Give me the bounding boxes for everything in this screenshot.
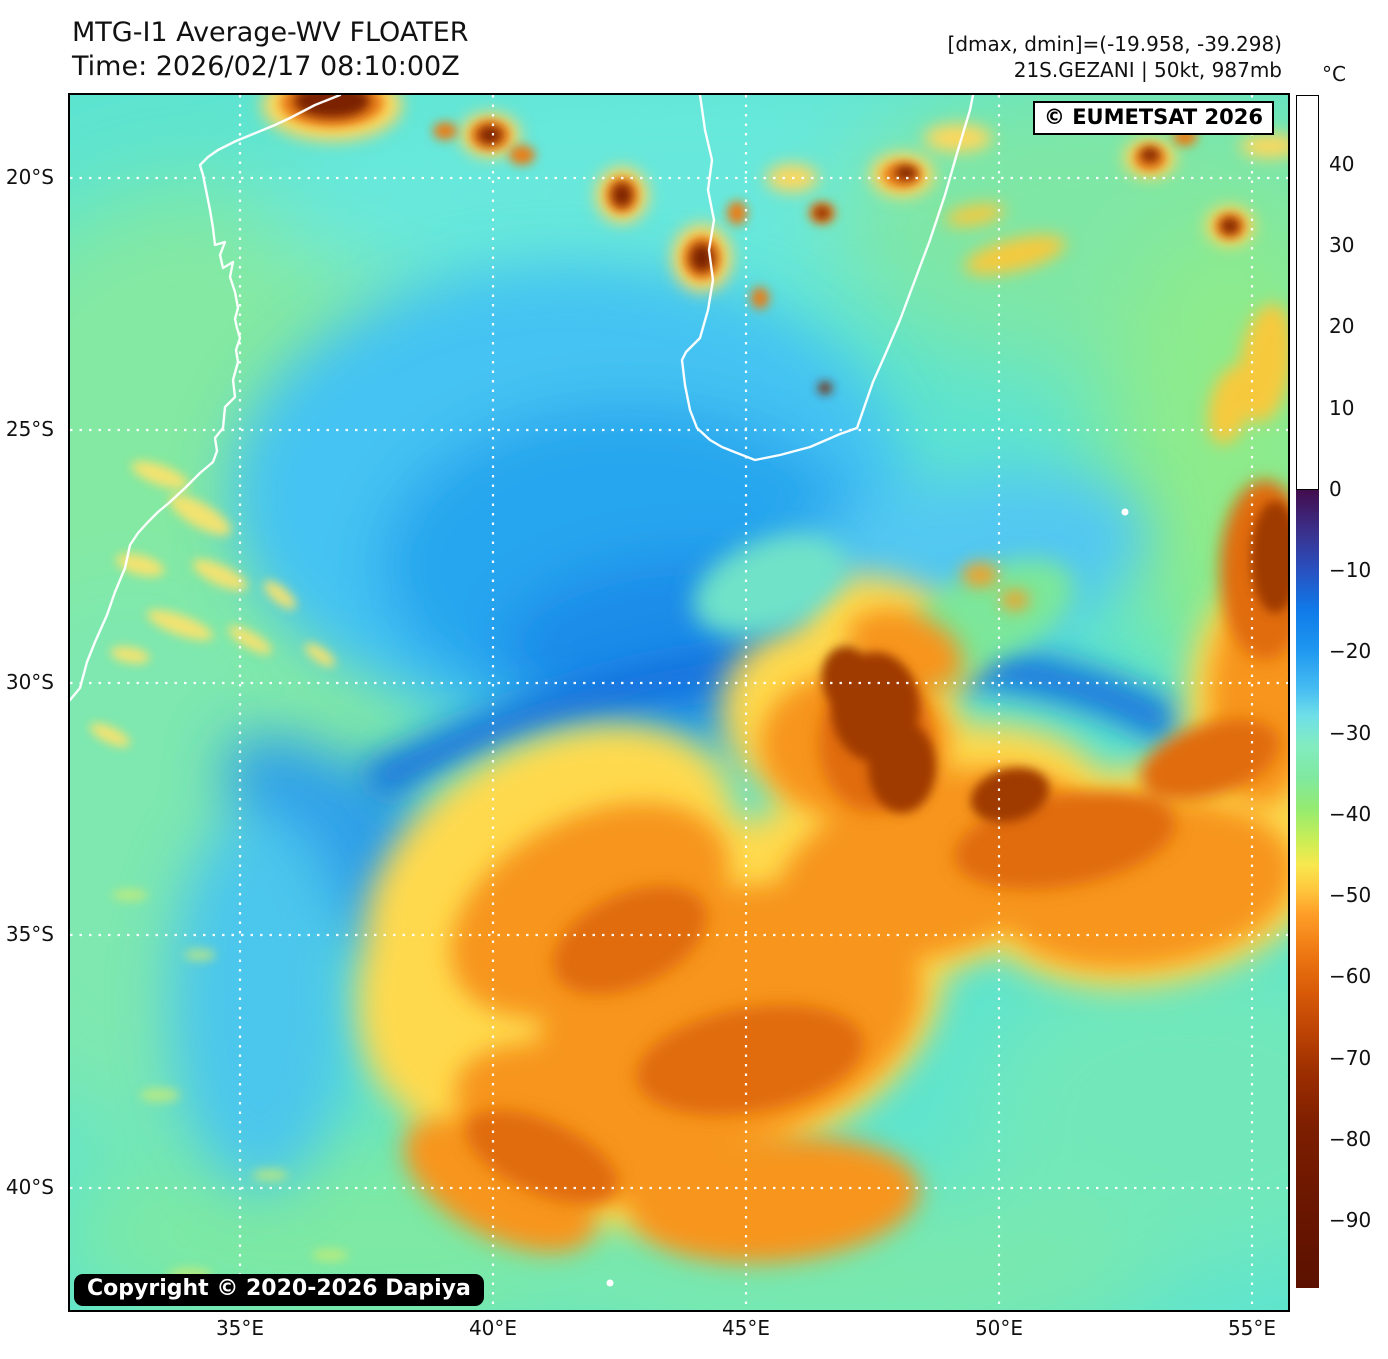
lon-tick-label: 45°E xyxy=(721,1316,771,1340)
graticule xyxy=(70,95,1288,1310)
title-line2: Time: 2026/02/17 08:10:00Z xyxy=(72,51,460,82)
lat-tick-label: 30°S xyxy=(5,670,54,694)
wv-imagery xyxy=(70,95,1288,1310)
cyclone-deep-orange xyxy=(465,480,1288,1204)
colorbar-positive-segment xyxy=(1296,95,1319,490)
wv-map-panel: © EUMETSAT 2026 Copyright © 2020-2026 Da… xyxy=(68,93,1290,1312)
storm-id-intensity: 21S.GEZANI | 50kt, 987mb xyxy=(1013,58,1282,82)
lat-tick-label: 35°S xyxy=(5,922,54,946)
eumetsat-credit-badge: © EUMETSAT 2026 xyxy=(1032,101,1274,135)
marker-dots xyxy=(606,508,1129,1287)
page-title: MTG-I1 Average-WV FLOATER Time: 2026/02/… xyxy=(72,16,469,84)
coastline-mozambique xyxy=(70,95,342,702)
storm-info: [dmax, dmin]=(-19.958, -39.298) 21S.GEZA… xyxy=(948,31,1282,83)
lat-tick-label: 20°S xyxy=(5,165,54,189)
coastline-madagascar xyxy=(680,95,975,462)
sw-speckles xyxy=(112,889,348,1282)
lon-tick-label: 35°E xyxy=(215,1316,265,1340)
land-convection-cores xyxy=(294,95,1239,394)
colorbar-gradient-segment xyxy=(1296,490,1319,1288)
lon-tick-label: 55°E xyxy=(1227,1316,1277,1340)
colorbar-unit-label: °C xyxy=(1322,62,1346,86)
lat-tick-label: 40°S xyxy=(5,1175,54,1199)
lon-tick-label: 50°E xyxy=(974,1316,1024,1340)
coastlines xyxy=(70,95,975,702)
ne-yellow-streaks xyxy=(945,203,1288,610)
dmax-dmin-readout: [dmax, dmin]=(-19.958, -39.298) xyxy=(947,32,1282,56)
title-line1: MTG-I1 Average-WV FLOATER xyxy=(72,17,469,48)
lat-tick-label: 25°S xyxy=(5,417,54,441)
cyclone-cold-cores xyxy=(821,501,1288,823)
latitude-axis: 20°S 25°S 30°S 35°S 40°S xyxy=(0,0,62,1359)
copyright-badge: Copyright © 2020-2026 Dapiya xyxy=(74,1274,484,1306)
lon-tick-label: 40°E xyxy=(468,1316,518,1340)
